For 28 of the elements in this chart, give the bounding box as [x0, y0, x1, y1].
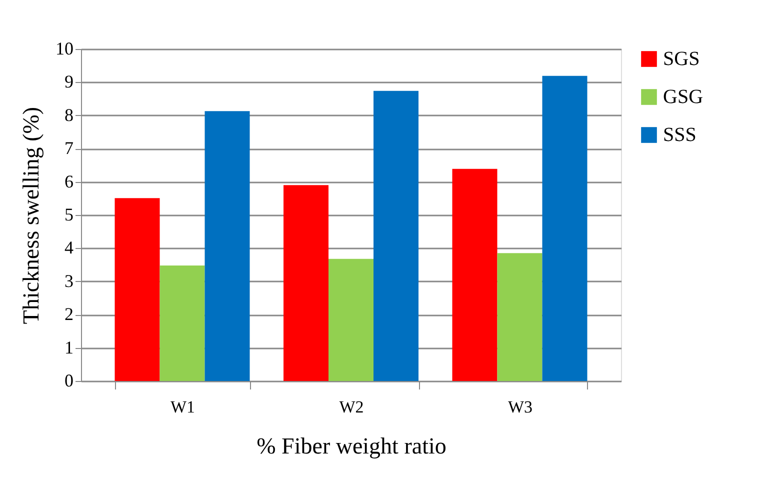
y-tick-label: 10 — [56, 38, 74, 58]
y-axis-title: Thickness swelling (%) — [18, 106, 44, 324]
x-axis-title: % Fiber weight ratio — [256, 434, 446, 458]
y-tick-label: 5 — [64, 204, 74, 224]
bar — [542, 76, 588, 381]
legend-label: GSG — [663, 86, 704, 108]
y-tick-label: 4 — [64, 238, 74, 258]
bar — [452, 168, 498, 381]
y-tick-label: 7 — [64, 138, 74, 158]
y-tick-label: 2 — [64, 304, 74, 324]
y-tick-label: 3 — [64, 270, 74, 291]
y-tick-label: 8 — [64, 104, 74, 125]
bar — [374, 90, 418, 381]
legend-label: SGS — [663, 48, 700, 70]
x-tick-label: W2 — [339, 398, 364, 416]
bar — [328, 258, 374, 381]
bar — [114, 198, 160, 381]
bar — [160, 265, 205, 381]
x-tick-label: W1 — [170, 398, 196, 416]
legend-label: SSS — [663, 124, 696, 146]
y-tick-label: 1 — [64, 337, 74, 358]
y-tick-label: 6 — [64, 171, 74, 192]
bar — [204, 111, 250, 381]
bar — [497, 253, 542, 381]
y-tick-label: 0 — [64, 370, 74, 390]
y-tick-label: 9 — [64, 72, 74, 92]
bar — [284, 185, 328, 381]
x-tick-label: W3 — [508, 398, 533, 416]
